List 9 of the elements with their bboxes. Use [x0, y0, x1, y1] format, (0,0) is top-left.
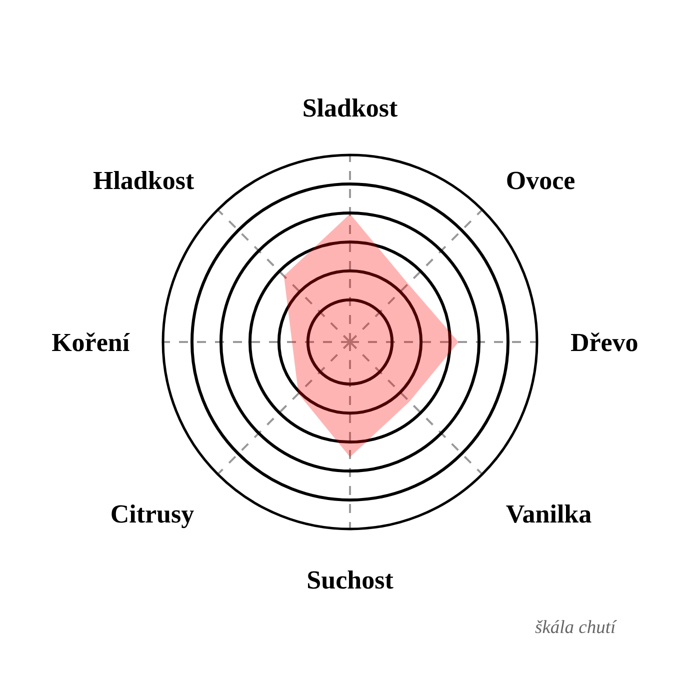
spoke-label: Citrusy	[110, 500, 194, 529]
spoke-label: Koření	[52, 328, 130, 358]
spoke-label: Ovoce	[506, 166, 576, 195]
spoke-label: Sladkost	[302, 93, 398, 122]
spoke-label: Dřevo	[570, 328, 638, 358]
text: škála chutí	[535, 618, 618, 638]
spoke-label: Suchost	[306, 565, 394, 594]
spoke-label: Hladkost	[92, 166, 194, 195]
spoke-label: Vanilka	[506, 500, 592, 529]
